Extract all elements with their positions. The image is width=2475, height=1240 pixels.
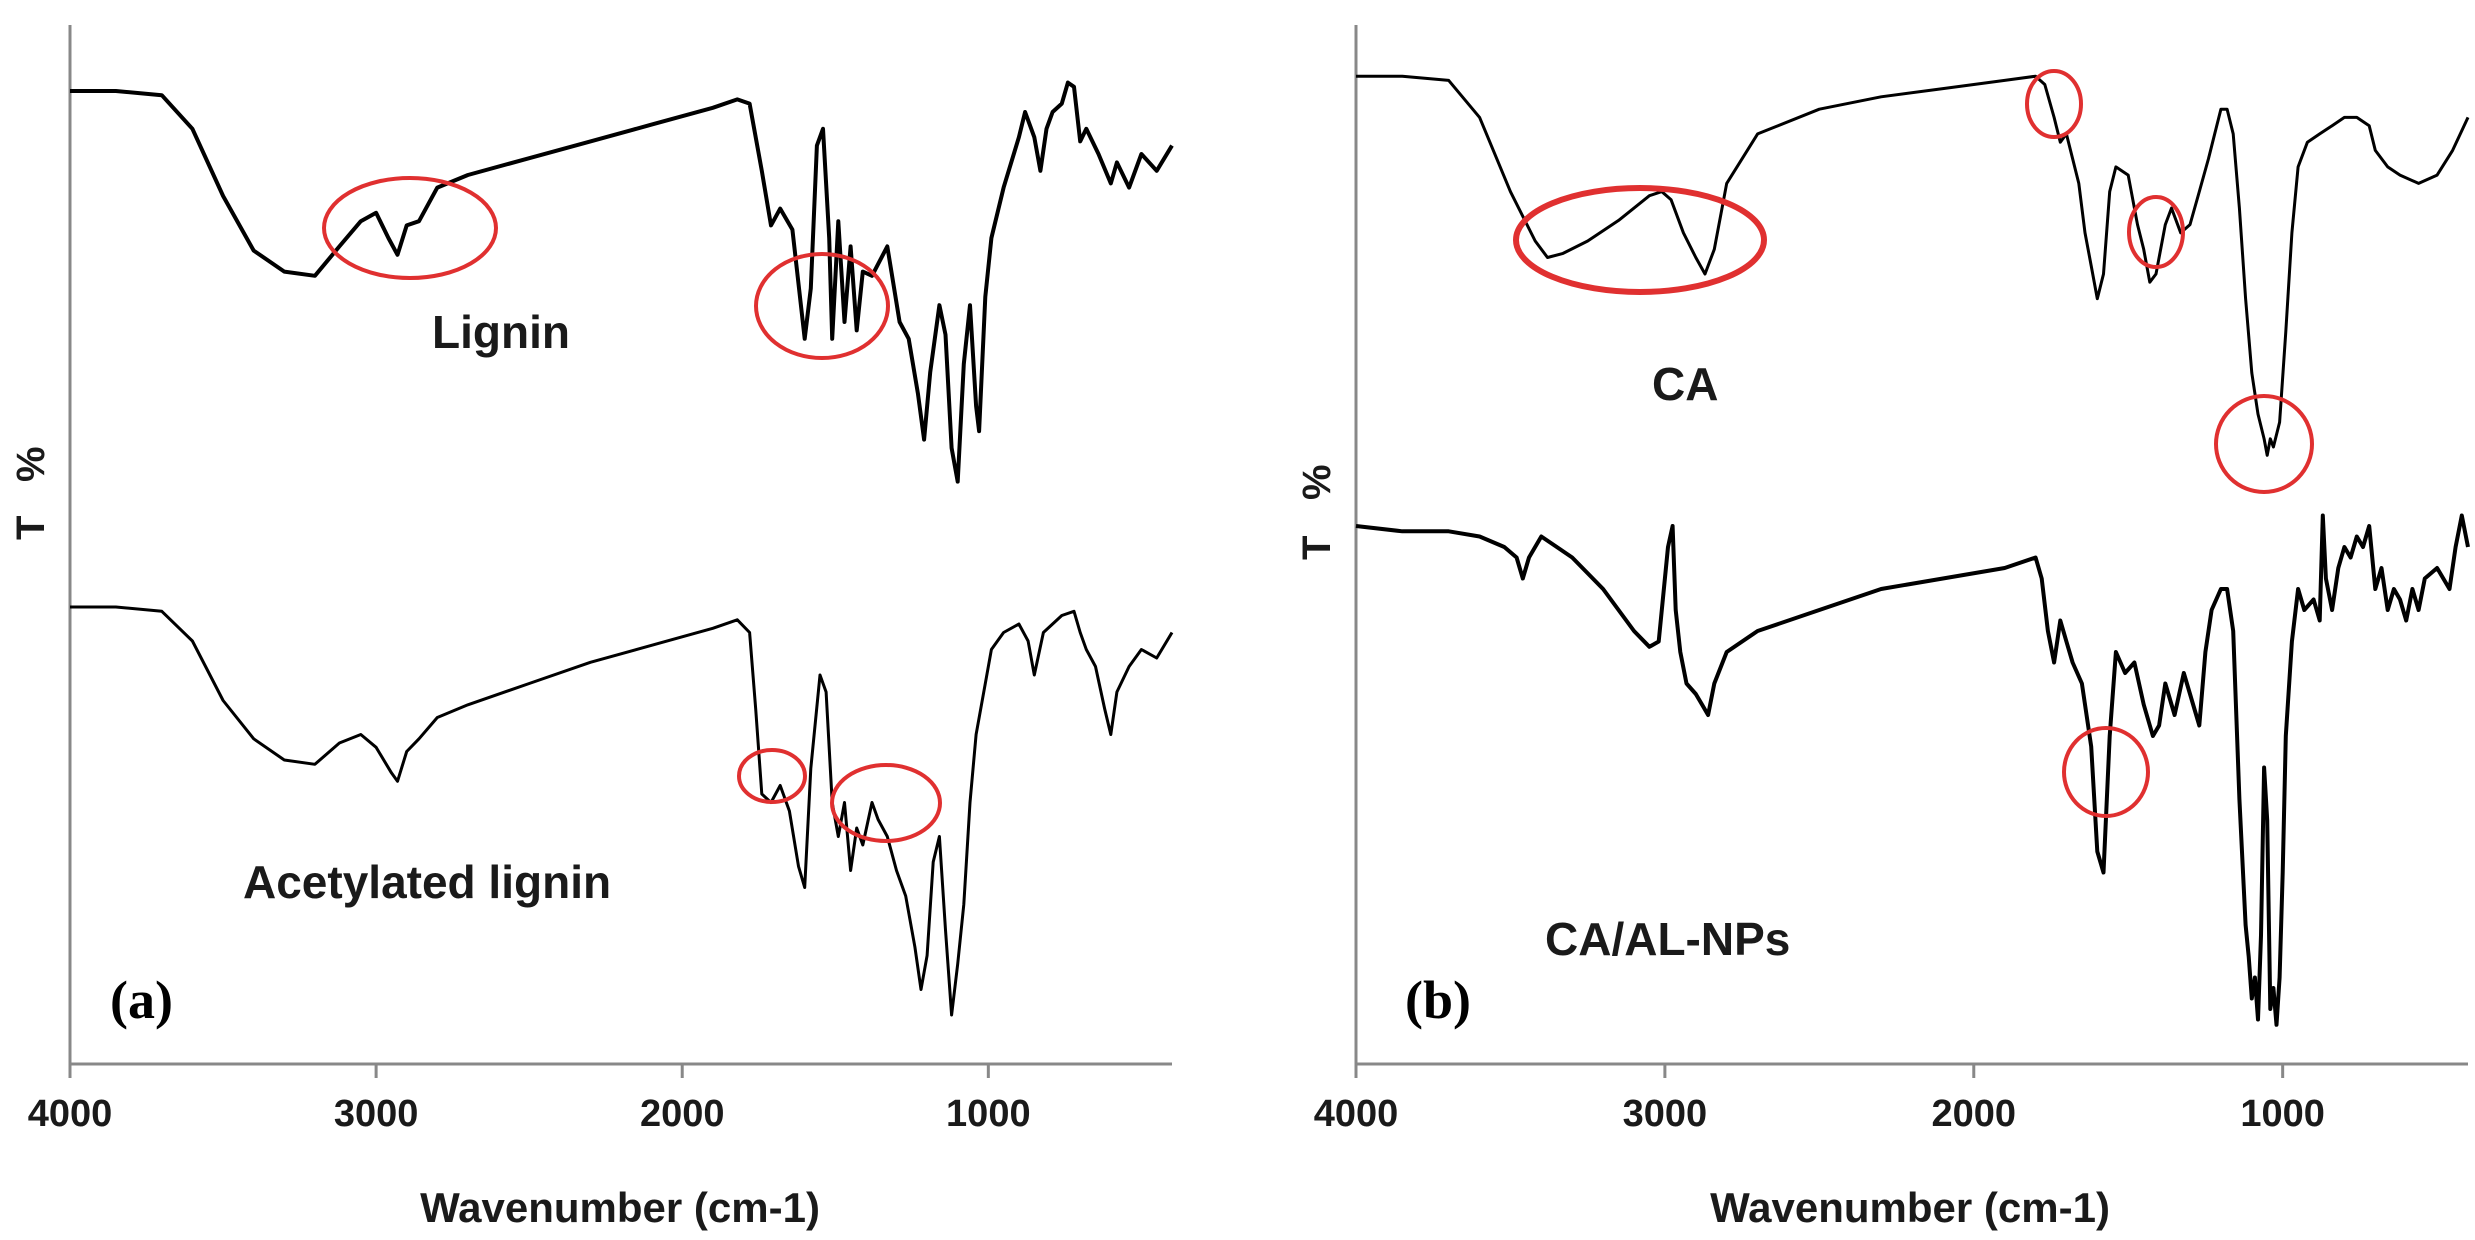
- panel-b-label: (b): [1405, 970, 1471, 1030]
- ca-al-nps-series-label: CA/AL-NPs: [1545, 913, 1790, 965]
- ca-al-nps-spectrum-line: [1355, 513, 2470, 1027]
- panel-a-x-ticks: 4000 3000 2000 1000: [28, 1064, 1031, 1135]
- panel-b-x-ticks: 4000 3000 2000 1000: [1314, 1064, 2325, 1135]
- panel-a-x-tick-label-4000: 4000: [28, 1093, 113, 1135]
- panel-b-x-axis-title: Wavenumber (cm-1): [1710, 1184, 2110, 1231]
- panel-b-x-tick-label-3000: 3000: [1623, 1093, 1708, 1135]
- panel-b-x-tick-label-1000: 1000: [2240, 1093, 2325, 1135]
- acetylated-lignin-spectrum-line: [70, 605, 1174, 1017]
- lignin-ch-stretch-circle: [322, 176, 498, 280]
- panel-a-x-axis-title: Wavenumber (cm-1): [420, 1184, 820, 1231]
- panel-a-ylabel-percent: %: [9, 446, 53, 482]
- ca-ch-bend-circle: [2127, 195, 2185, 269]
- panel-a-x-tick-label-2000: 2000: [640, 1093, 725, 1135]
- panel-b-ylabel-t: T: [1295, 536, 1339, 560]
- acetylated-lignin-series-label: Acetylated lignin: [243, 856, 611, 908]
- ca-spectrum-line: [1356, 74, 2470, 457]
- panel-a-x-tick-label-3000: 3000: [334, 1093, 419, 1135]
- ca-series-label: CA: [1652, 358, 1718, 410]
- panel-a-x-tick-label-1000: 1000: [946, 1093, 1031, 1135]
- panel-b-x-tick-label-2000: 2000: [1932, 1093, 2017, 1135]
- panel-b: 4000 3000 2000 1000 CA CA/AL-NPs (b) T % Wa…: [1295, 25, 2470, 1231]
- lignin-aromatic-circle: [754, 252, 890, 360]
- panel-a-ylabel-t: T: [9, 516, 53, 540]
- lignin-series-label: Lignin: [432, 306, 570, 358]
- panel-b-x-tick-label-4000: 4000: [1314, 1093, 1399, 1135]
- panel-a: 4000 3000 2000 1000 Lignin Acetylated ligni…: [9, 25, 1174, 1231]
- panel-a-label: (a): [110, 970, 173, 1030]
- ca-oh-ch-circle: [1513, 185, 1767, 295]
- lignin-spectrum-line: [70, 80, 1174, 484]
- acetylated-carbonyl-circle: [737, 748, 807, 804]
- ca-al-nps-aromatic-circle: [2062, 726, 2150, 818]
- ca-carbonyl-circle: [2025, 69, 2083, 139]
- acetylated-ester-circle: [830, 763, 942, 843]
- ca-co-circle: [2214, 394, 2314, 494]
- panel-b-ylabel-percent: %: [1295, 464, 1339, 500]
